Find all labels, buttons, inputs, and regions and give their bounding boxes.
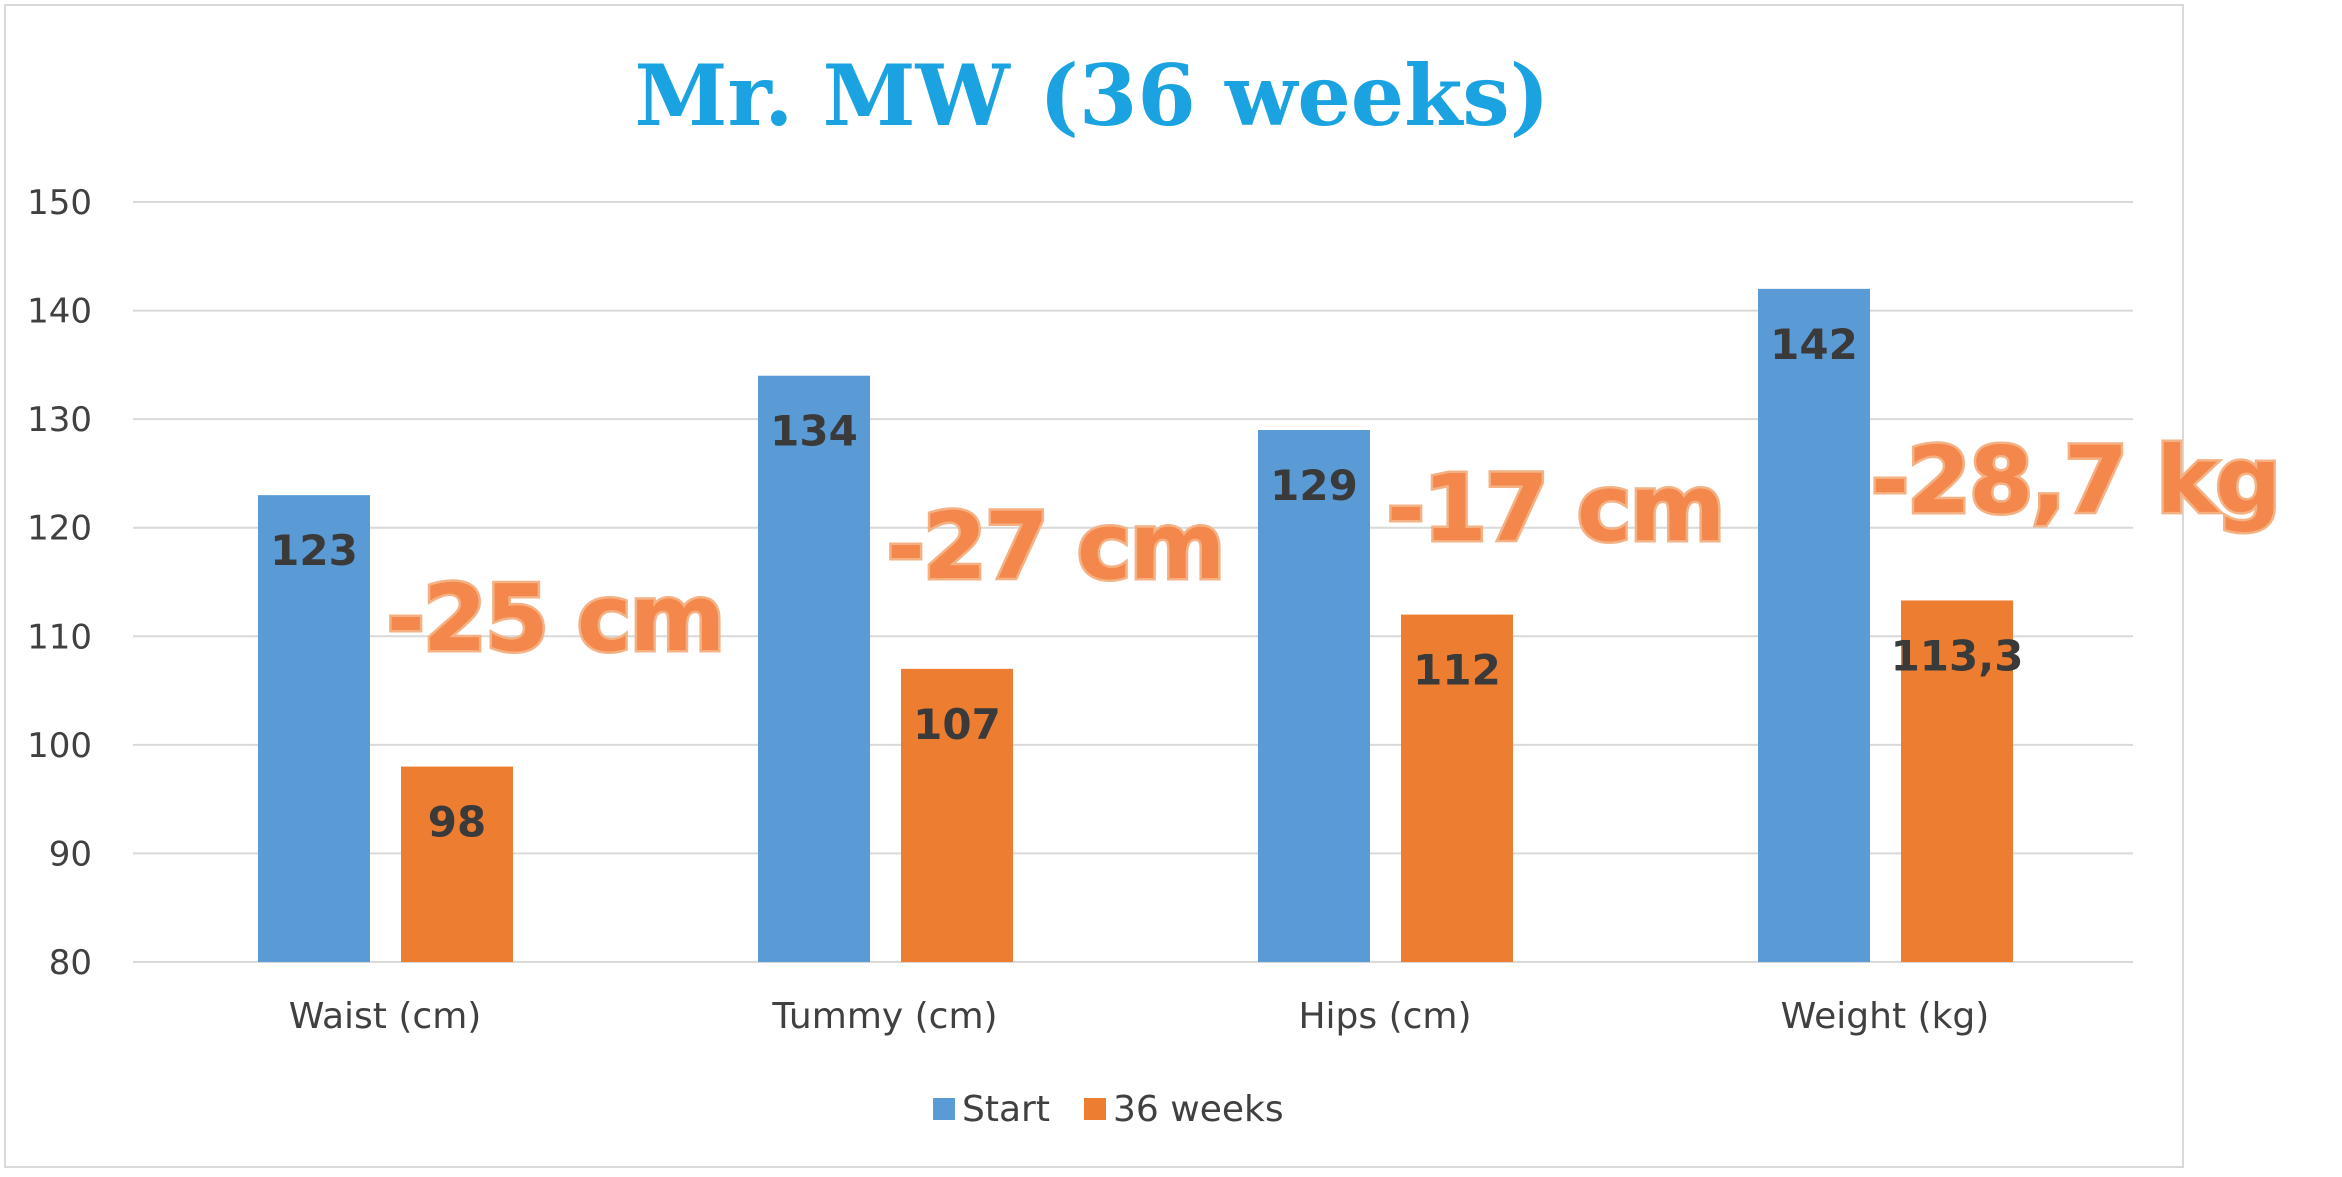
y-tick-label: 90: [49, 834, 92, 874]
x-category-label: Tummy (cm): [771, 996, 997, 1037]
y-tick-label: 100: [27, 726, 92, 766]
difference-annotation: -25 cm: [387, 565, 724, 672]
x-category-label: Weight (kg): [1781, 996, 1990, 1037]
y-tick-label: 140: [27, 292, 92, 332]
x-axis-categories: Waist (cm) Tummy (cm) Hips (cm) Weight (kg): [289, 996, 1990, 1037]
x-category-label: Waist (cm): [289, 996, 482, 1037]
data-label: 129: [1270, 461, 1358, 510]
chart-title: Mr. MW (36 weeks): [635, 46, 1550, 145]
bars: [258, 288, 2013, 962]
difference-annotation: -27 cm: [887, 493, 1224, 600]
data-label: 134: [770, 407, 858, 456]
legend-label: 36 weeks: [1113, 1089, 1284, 1130]
y-tick-label: 80: [49, 943, 92, 983]
legend-swatch-start: [933, 1098, 955, 1120]
y-axis-ticks: 80 90 100 110 120 130 140 150: [27, 183, 92, 983]
y-tick-label: 110: [27, 617, 92, 657]
x-category-label: Hips (cm): [1298, 996, 1471, 1037]
data-label: 142: [1770, 320, 1858, 369]
difference-annotation: -17 cm: [1387, 455, 1724, 562]
data-label: 123: [270, 526, 358, 575]
bar-start: [1258, 430, 1370, 962]
bar-start: [258, 495, 370, 962]
difference-annotation: -28,7 kg: [1871, 427, 2279, 534]
data-label: 98: [428, 798, 486, 847]
bar-36-weeks: [1901, 600, 2013, 962]
data-label: 112: [1413, 646, 1501, 695]
bar-start: [758, 375, 870, 962]
legend-label: Start: [962, 1089, 1050, 1130]
data-labels: 123 98 134 107 129 112 142 113,3: [270, 320, 2023, 847]
legend-swatch-36-weeks: [1084, 1098, 1106, 1120]
data-label: 107: [913, 700, 1001, 749]
bar-start: [1758, 288, 1870, 962]
y-tick-label: 150: [27, 183, 92, 223]
legend: Start 36 weeks: [933, 1089, 1284, 1130]
bar-36-weeks: [901, 668, 1013, 962]
data-label: 113,3: [1891, 631, 2024, 680]
y-tick-label: 120: [27, 509, 92, 549]
bar-36-weeks: [401, 766, 513, 962]
y-tick-label: 130: [27, 400, 92, 440]
difference-annotations: -25 cm -27 cm -17 cm -28,7 kg: [384, 425, 2283, 675]
bar-36-weeks: [1401, 614, 1513, 962]
